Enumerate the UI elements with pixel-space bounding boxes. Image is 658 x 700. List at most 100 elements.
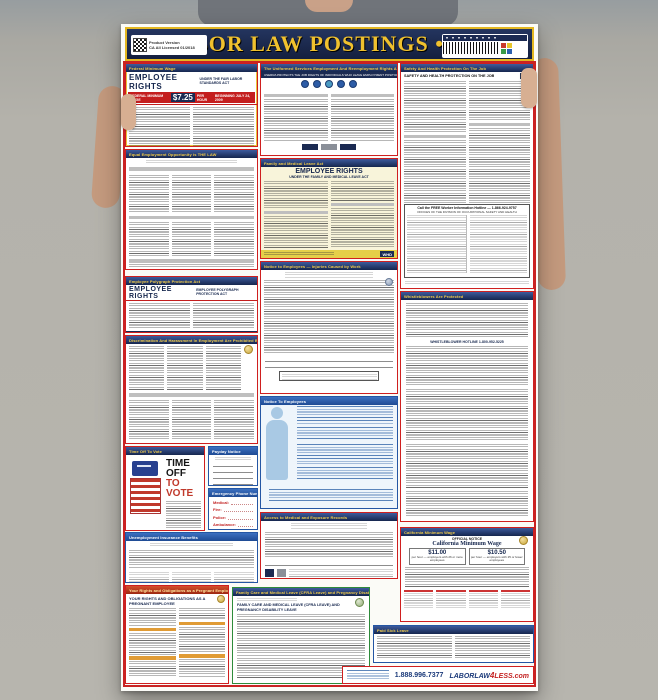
schedule-column (468, 589, 498, 609)
per-hour-label: PER HOUR (196, 93, 208, 102)
rate-cell-25less: $10.50 per hour — employers with 25 or f… (468, 548, 525, 565)
swatch-red (501, 42, 506, 48)
swatch-blue (507, 48, 512, 54)
intro-text (146, 160, 237, 165)
body-text (129, 107, 190, 146)
schedule-header (500, 589, 530, 592)
body-text (404, 139, 466, 204)
notice-text (281, 373, 377, 380)
emergency-label: Fire: (213, 507, 222, 512)
vendor-note-text (347, 670, 389, 680)
section-payday-notice: Payday Notice (208, 446, 258, 486)
body-text (193, 107, 254, 146)
emergency-label: Hospital: (213, 530, 230, 531)
body-text (166, 501, 201, 530)
form-line (213, 467, 253, 473)
body-text (129, 263, 254, 269)
swatch-yellow (507, 42, 512, 48)
subhead-band (129, 259, 254, 263)
labor-law-poster: Product Version CA All Licensed 01/2018 … (121, 24, 538, 691)
body-text (297, 444, 393, 464)
notice-box (279, 371, 379, 381)
intro-text (291, 523, 367, 530)
body-text (171, 399, 212, 440)
body-text (178, 608, 225, 620)
footer-text (264, 251, 334, 257)
body-text (406, 303, 528, 337)
subhead-band (264, 210, 328, 214)
subhead-band (129, 393, 254, 397)
dotted-line (223, 511, 253, 512)
product-version-chip: Product Version CA All Licensed 01/2018 (131, 35, 207, 55)
rate-cell-26plus: $11.00 per hour — employers with 26 or m… (409, 548, 466, 565)
dotted-line (237, 526, 253, 527)
text-column (330, 92, 394, 141)
emergency-row: Police: (213, 515, 253, 520)
rate-label: per hour — employers with 25 or fewer em… (470, 555, 523, 563)
dept-logo (277, 569, 286, 577)
body-text (406, 491, 528, 517)
safety-headline: SAFETY AND HEALTH PROTECTION ON THE JOB (404, 74, 495, 78)
body-text (129, 303, 190, 329)
orange-subhead (178, 654, 225, 658)
section-federal-minimum-wage: Federal Minimum Wage EMPLOYEE RIGHTS UND… (125, 63, 258, 147)
vendor-logo-part: LABORLAW (449, 672, 490, 680)
section-title: Emergency Phone Numbers (209, 489, 257, 497)
band-beginning-date: BEGINNING JULY 24, 2009 (214, 93, 251, 102)
schedule-header (436, 589, 466, 592)
product-version-text: Product Version CA All Licensed 01/2018 (149, 40, 195, 50)
body-text (214, 174, 255, 213)
text-column (178, 608, 225, 677)
section-title: Family Care and Medical Leave (CFRA Leav… (233, 588, 369, 596)
dol-logo (321, 143, 337, 150)
section-discrimination: Discrimination And Harassment In Employm… (125, 335, 258, 444)
dir-seal-icon (385, 278, 393, 286)
body-text (330, 207, 394, 248)
esgr-logo (302, 143, 318, 150)
body-text (406, 444, 528, 488)
form-line (213, 479, 253, 485)
text-column (264, 181, 328, 248)
form-line (265, 362, 393, 368)
intro-text (285, 272, 373, 278)
polygraph-subhead: EMPLOYEE POLYGRAPH PROTECTION ACT (196, 288, 239, 296)
body-text (129, 550, 254, 568)
section-polygraph: Employee Polygraph Protection Act EMPLOY… (125, 276, 258, 333)
rate-amount: $11.00 (428, 550, 447, 556)
body-text (330, 181, 394, 201)
badge-icon (337, 80, 345, 88)
section-title: Notice to Employees — Injuries Caused by… (261, 262, 397, 270)
wage-amount: $7.25 (170, 93, 195, 102)
barcode-icon (443, 42, 499, 54)
badge-icon (325, 80, 333, 88)
section-fmla: Family and Medical Leave Act EMPLOYEE RI… (260, 158, 398, 259)
fmla-subhead: UNDER THE FAMILY AND MEDICAL LEAVE ACT (289, 175, 369, 179)
schedule-values (404, 592, 434, 609)
body-text (178, 659, 225, 677)
osha-offices-table: Call the FREE Worker Information Hotline… (404, 204, 530, 278)
section-title: The Uniformed Services Employment And Re… (261, 64, 397, 72)
body-text (129, 222, 169, 256)
section-time-off-to-vote: Time Off To Vote TIME OFF TO VOTE (125, 446, 205, 531)
section-eeo-is-the-law: Equal Employment Opportunity is THE LAW (125, 149, 258, 270)
body-text (404, 81, 466, 133)
body-text (129, 608, 176, 626)
body-text (129, 346, 165, 390)
body-text (214, 222, 255, 256)
section-safety-health: Safety And Health Protection On The Job … (400, 63, 534, 289)
body-text (406, 389, 528, 441)
text-column (330, 181, 394, 248)
barcode-header-band (443, 35, 527, 41)
text-column (404, 81, 466, 204)
fmla-footer-band: WHD (261, 249, 397, 258)
employee-rights-headline: EMPLOYEE RIGHTS (129, 73, 178, 91)
section-title: Notice To Employees (261, 397, 397, 405)
time-off-text: TIME OFF (166, 458, 190, 479)
cfra-headline: FAMILY CARE AND MEDICAL LEAVE (CFRA LEAV… (237, 603, 340, 612)
body-text (468, 127, 530, 204)
vendor-logo-part: LESS.com (494, 672, 529, 680)
emergency-row: Ambulance: (213, 522, 253, 527)
state-seal-icon (217, 595, 225, 603)
ballot-box-icon (132, 461, 158, 476)
thin-red-band (126, 104, 257, 105)
